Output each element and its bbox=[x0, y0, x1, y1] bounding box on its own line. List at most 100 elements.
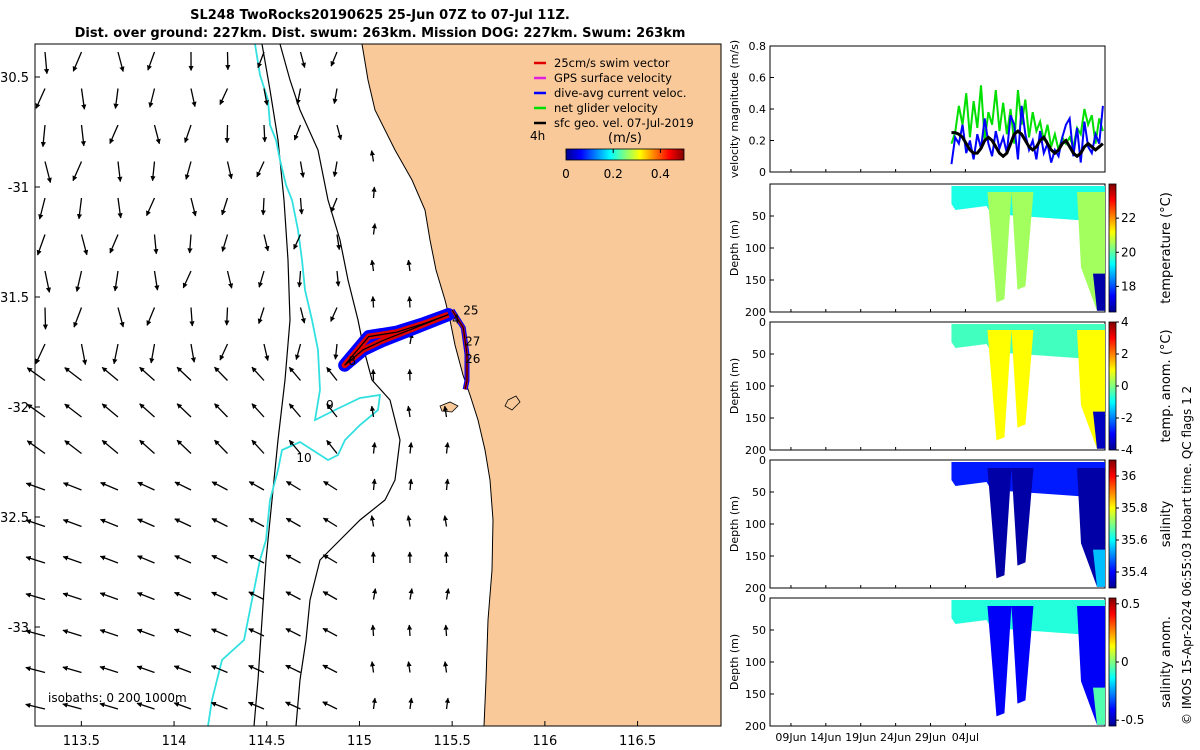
map-xtick-label: 116 bbox=[532, 734, 557, 749]
velocity-arrow bbox=[149, 343, 156, 364]
depth-ytick-label: 0 bbox=[759, 592, 766, 605]
map-xtick-label: 114.5 bbox=[248, 734, 285, 749]
map-panel: 25 27 26 8 4 9 10 113.5 114 114.5 115 115.5 116 116.… bbox=[0, 43, 722, 749]
colorbar-tick-label: 35.6 bbox=[1121, 533, 1148, 547]
map-ytick-label: -32 bbox=[8, 401, 29, 416]
colorbar-tick-label: 0 bbox=[1121, 379, 1129, 393]
velocity-arrow bbox=[298, 197, 304, 215]
velocity-arrow bbox=[112, 343, 119, 365]
velocity-arrow bbox=[26, 403, 46, 418]
velocity-arrow bbox=[219, 343, 229, 361]
velocity-arrow bbox=[293, 234, 302, 250]
velocity-arrow bbox=[333, 343, 339, 360]
depth-ytick-label: 200 bbox=[745, 444, 766, 457]
velocity-arrow bbox=[62, 702, 82, 710]
velocity-arrow bbox=[293, 124, 302, 141]
coastline bbox=[361, 44, 494, 726]
day-label: 9 bbox=[326, 398, 334, 412]
x-tick-label: 04Jul bbox=[952, 731, 979, 744]
depth-ytick-label: 0 bbox=[759, 454, 766, 467]
colorbar-tick-label: -0.5 bbox=[1121, 713, 1144, 727]
velocity-arrow bbox=[322, 701, 338, 710]
velocity-arrow bbox=[285, 480, 301, 491]
velocity-arrow bbox=[288, 366, 301, 381]
legend-label: GPS surface velocity bbox=[554, 71, 672, 85]
velocity-arrow bbox=[44, 161, 52, 184]
velocity-arrow bbox=[25, 482, 46, 491]
velocity-arrow bbox=[80, 88, 87, 110]
velocity-arrow bbox=[330, 51, 338, 67]
deep-layer bbox=[1093, 549, 1105, 587]
velocity-arrow bbox=[299, 51, 306, 69]
velocity-arrow bbox=[406, 259, 412, 272]
x-tick-label: 19Jun bbox=[845, 731, 876, 744]
depth-ylabel: Depth (m) bbox=[728, 634, 741, 690]
velocity-arrow bbox=[369, 515, 376, 527]
depth-ytick-label: 50 bbox=[752, 348, 766, 361]
velocity-arrow bbox=[263, 234, 270, 252]
colorbar-label: temp. anom. (°C) bbox=[1159, 329, 1174, 442]
velocity-arrow bbox=[62, 592, 82, 601]
velocity-arrow bbox=[260, 197, 266, 216]
velocity-ytick-label: 0.8 bbox=[749, 40, 767, 53]
velocity-arrow bbox=[371, 186, 377, 199]
velocity-arrow bbox=[322, 591, 338, 601]
depth-ytick-label: 150 bbox=[745, 412, 766, 425]
velocity-arrow bbox=[62, 482, 82, 491]
legend-label: 25cm/s swim vector bbox=[554, 56, 670, 70]
section-fill bbox=[951, 600, 1105, 725]
velocity-arrow bbox=[62, 555, 82, 564]
velocity-arrow bbox=[408, 588, 414, 600]
map-axes: 113.5 114 114.5 115 115.5 116 116.5 -30.5 -31 -31… bbox=[0, 71, 656, 749]
velocity-arrow bbox=[117, 161, 123, 183]
dive-profile bbox=[1011, 468, 1034, 566]
velocity-colorbar: 4h (m/s) 0 0.2 0.4 bbox=[530, 129, 685, 181]
depth-ytick-label: 150 bbox=[745, 688, 766, 701]
chart-title-line2: Dist. over ground: 227km. Dist. swum: 26… bbox=[74, 26, 686, 41]
depth-ytick-label: 100 bbox=[745, 656, 766, 669]
legend-label: dive-avg current veloc. bbox=[554, 86, 687, 100]
velocity-arrow bbox=[139, 366, 155, 381]
velocity-arrow bbox=[285, 591, 301, 601]
velocity-arrow bbox=[174, 591, 192, 601]
velocity-arrow bbox=[75, 270, 83, 292]
velocity-arrow bbox=[62, 629, 82, 637]
velocity-arrow bbox=[62, 518, 82, 528]
velocity-arrow bbox=[25, 555, 46, 564]
velocity-arrow bbox=[444, 697, 450, 710]
velocity-arrow bbox=[224, 307, 230, 326]
velocity-ylabel: velocity magnitude (m/s) bbox=[728, 40, 741, 178]
velocity-arrow bbox=[136, 628, 155, 637]
depth-ytick-label: 100 bbox=[745, 518, 766, 531]
velocity-arrow bbox=[136, 665, 155, 674]
velocity-arrow bbox=[214, 366, 228, 381]
depth-ylabel: Depth (m) bbox=[728, 220, 741, 276]
velocity-arrow bbox=[187, 234, 193, 254]
velocity-arrow bbox=[80, 234, 89, 256]
velocity-arrow bbox=[26, 367, 46, 382]
velocity-arrow bbox=[43, 51, 50, 75]
day-label: 10 bbox=[296, 451, 311, 465]
velocity-arrow bbox=[72, 161, 83, 182]
velocity-arrow bbox=[40, 124, 46, 148]
velocity-arrow bbox=[80, 343, 88, 366]
depth-ytick-label: 200 bbox=[745, 306, 766, 319]
velocity-arrow bbox=[101, 439, 119, 455]
velocity-arrow bbox=[371, 442, 377, 454]
glider-track: 25 27 26 8 4 9 10 bbox=[296, 304, 480, 465]
colorbar-tick-label: 0.5 bbox=[1121, 597, 1140, 611]
velocity-arrow bbox=[35, 88, 46, 109]
velocity-arrow bbox=[211, 518, 228, 528]
velocity-arrow bbox=[153, 270, 160, 291]
velocity-arrow bbox=[146, 307, 156, 326]
x-tick-label: 14Jun bbox=[810, 731, 841, 744]
velocity-arrow bbox=[251, 403, 265, 418]
velocity-arrow bbox=[136, 702, 155, 710]
x-tick-label: 29Jun bbox=[915, 731, 946, 744]
velocity-arrow bbox=[80, 124, 86, 147]
map-xtick-label: 115.5 bbox=[434, 734, 471, 749]
velocity-arrow bbox=[369, 405, 376, 418]
velocity-arrow bbox=[62, 665, 82, 674]
velocity-ytick-label: 0.6 bbox=[749, 72, 767, 85]
velocity-arrow bbox=[285, 627, 301, 637]
